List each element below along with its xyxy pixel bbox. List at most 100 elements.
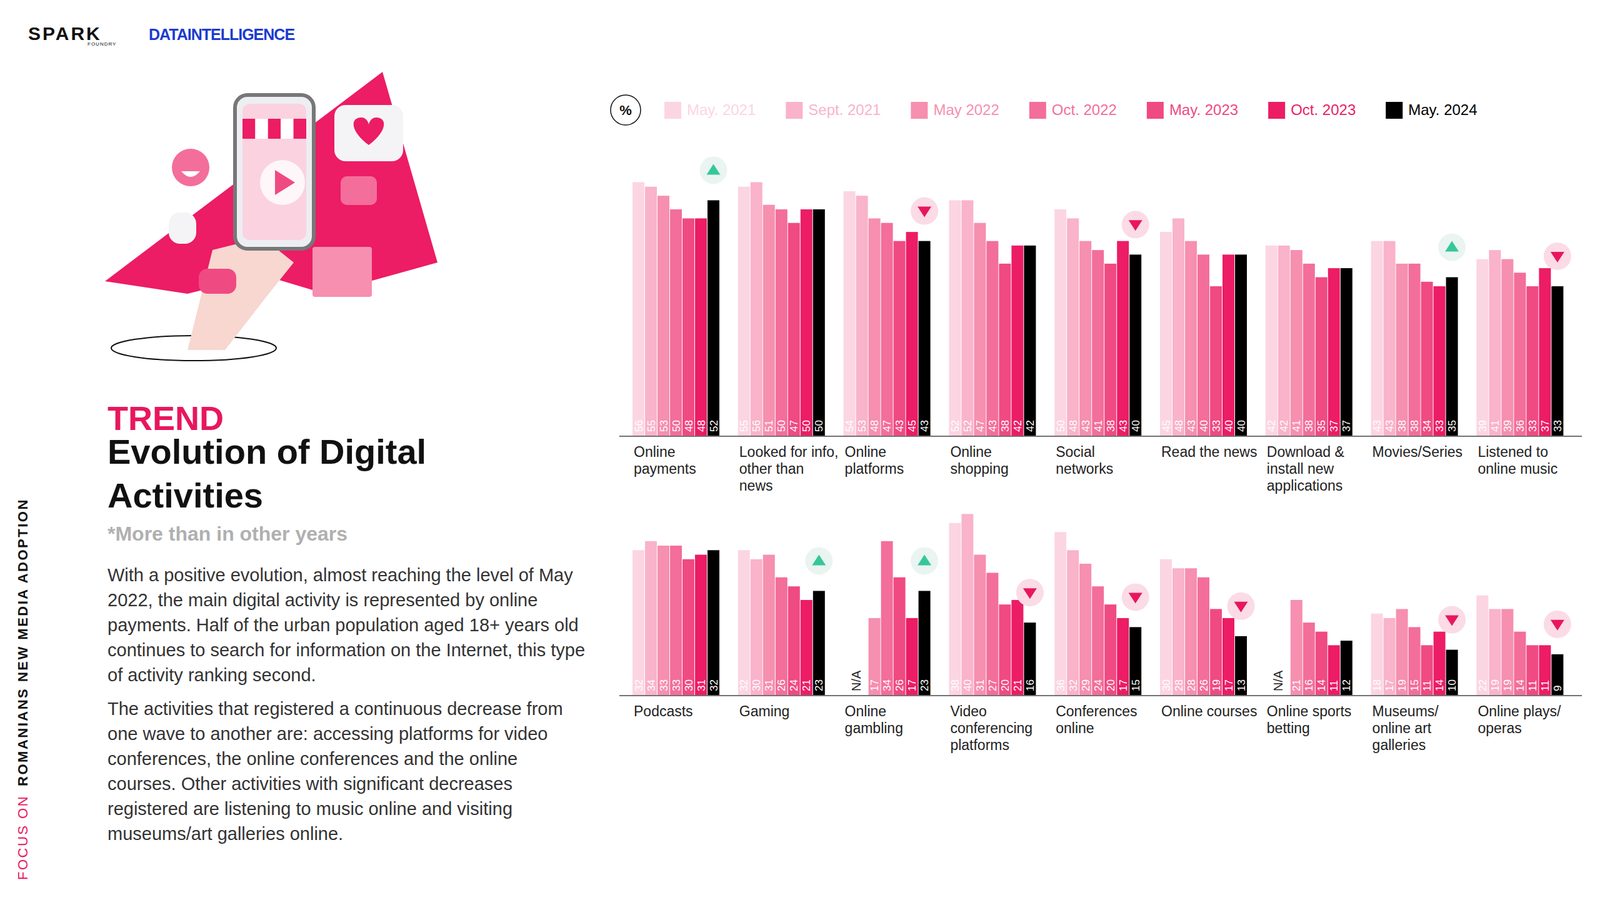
data-label: 29 <box>1080 679 1092 692</box>
data-label: 43 <box>1371 420 1384 432</box>
illustration <box>105 71 438 361</box>
bar <box>1023 245 1036 436</box>
bar <box>763 205 775 436</box>
awning <box>255 118 268 139</box>
text-line: galleries <box>1372 736 1427 754</box>
data-label: 21 <box>1011 679 1024 692</box>
phone <box>235 95 314 249</box>
legend-label: Oct. 2022 <box>1051 101 1117 119</box>
text-line: Listened to <box>1477 443 1549 460</box>
bar <box>1091 250 1104 436</box>
legend-swatch <box>1146 101 1164 119</box>
bar <box>1079 563 1092 695</box>
text-line: conferences, the online conferences and … <box>107 748 518 769</box>
watch <box>198 268 237 294</box>
smile <box>181 171 200 177</box>
data-label: 34 <box>645 679 658 692</box>
bar <box>1396 608 1409 695</box>
trend-arrow <box>910 546 939 575</box>
data-label: 42 <box>1265 420 1278 432</box>
bar <box>1433 631 1446 695</box>
bars <box>632 181 1564 436</box>
bar <box>645 541 657 695</box>
data-label: 48 <box>695 420 708 432</box>
bar <box>1433 286 1446 436</box>
bar <box>843 191 856 436</box>
data-label: 24 <box>788 679 800 692</box>
data-label: 21 <box>800 679 813 692</box>
data-label: 41 <box>1290 420 1303 432</box>
data-label: 52 <box>949 420 962 432</box>
trend-arrow-icon <box>1445 241 1459 252</box>
bar <box>788 223 800 436</box>
bar <box>1340 268 1353 436</box>
bar <box>1538 645 1551 695</box>
bar <box>1396 263 1409 436</box>
bar <box>1446 650 1459 695</box>
text-line: Video <box>950 703 987 720</box>
bar <box>998 604 1011 695</box>
text-line: networks <box>1055 460 1114 477</box>
trend-arrow <box>1121 583 1150 611</box>
legend-swatch <box>910 101 928 119</box>
data-label: 37 <box>1539 420 1552 432</box>
data-label: 36 <box>1514 420 1527 432</box>
data-label: 20 <box>999 679 1012 692</box>
bar <box>707 550 720 695</box>
heading: Evolution of DigitalActivities <box>107 431 427 515</box>
legend-label: Sept. 2021 <box>808 101 881 119</box>
bar <box>1185 241 1197 436</box>
text-line: Online <box>950 443 992 460</box>
data-label: 36 <box>1055 679 1067 692</box>
hand <box>187 237 294 350</box>
trend-arrow-bg <box>1543 242 1572 270</box>
text-line: Podcasts <box>633 703 694 720</box>
data-label: 38 <box>999 420 1012 432</box>
text-line: Online sports <box>1266 703 1352 720</box>
bar <box>1371 241 1384 436</box>
bar <box>1290 250 1303 436</box>
bar <box>918 241 931 436</box>
data-label: 43 <box>893 420 906 432</box>
bar <box>1197 577 1210 695</box>
data-label: 38 <box>1303 420 1315 432</box>
trend-arrow-bg <box>910 197 939 225</box>
category-label: Read the news <box>1161 443 1257 460</box>
data-label: 27 <box>986 679 999 692</box>
category-label: Onlinepayments <box>633 443 697 477</box>
text-line: applications <box>1266 477 1343 494</box>
text-line: news <box>739 477 774 494</box>
data-label: 14 <box>1433 679 1446 692</box>
legend-label: May. 2021 <box>686 101 756 119</box>
text-line: courses. Other activities with significa… <box>107 773 513 794</box>
trend-arrow <box>1227 592 1255 620</box>
trend-arrow-icon <box>1550 251 1565 263</box>
data-label: 26 <box>1198 679 1210 692</box>
text-line: install new <box>1266 460 1335 477</box>
bar <box>788 586 800 695</box>
text-line: Online courses <box>1161 703 1257 720</box>
data-label: 35 <box>1446 420 1459 432</box>
bar <box>1023 622 1036 695</box>
phone-screen <box>242 103 307 240</box>
bar <box>1513 631 1526 695</box>
trend-arrow <box>1543 610 1572 639</box>
text-line: Evolution of Digital <box>107 431 427 472</box>
data-label: 39 <box>1501 420 1514 432</box>
background <box>0 0 1600 900</box>
data-label: 9 <box>1551 685 1564 692</box>
bar <box>1222 254 1235 436</box>
data-label: 38 <box>949 679 962 692</box>
data-label: 48 <box>1067 420 1080 432</box>
trend-arrow-icon <box>917 554 932 565</box>
bar <box>632 181 645 436</box>
bar <box>1501 608 1514 695</box>
text-line: online music <box>1477 460 1558 477</box>
bar <box>1210 608 1222 695</box>
bar <box>948 523 961 695</box>
data-label: 51 <box>763 420 775 432</box>
data-label: 33 <box>658 679 670 692</box>
data-label: 11 <box>1328 680 1340 692</box>
trend-arrow-bg <box>1438 233 1466 262</box>
trend-arrow-bg <box>910 546 939 575</box>
